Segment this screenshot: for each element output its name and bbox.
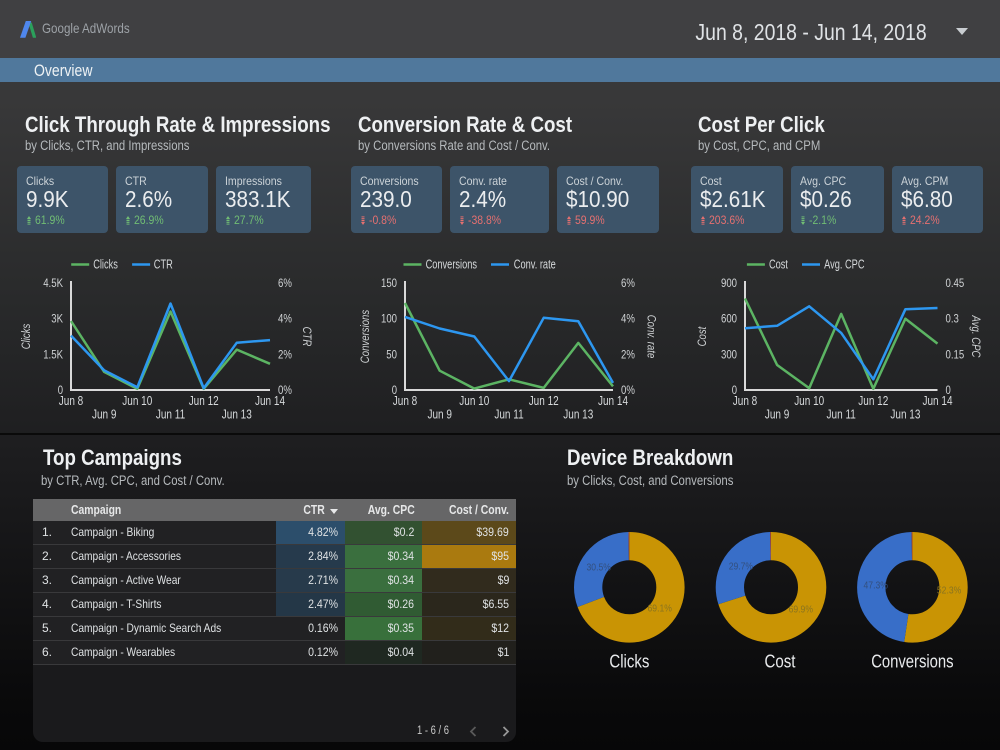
svg-text:Jun 8: Jun 8	[59, 394, 84, 408]
svg-text:0: 0	[58, 383, 64, 397]
svg-text:3K: 3K	[51, 312, 63, 326]
svg-text:Jun 8: Jun 8	[393, 394, 418, 408]
svg-text:Avg. CPC: Avg. CPC	[969, 315, 983, 358]
svg-text:Clicks: Clicks	[609, 651, 649, 671]
svg-text:1.5K: 1.5K	[43, 347, 63, 361]
svg-text:CTR: CTR	[300, 327, 314, 347]
svg-text:4.5K: 4.5K	[43, 276, 63, 290]
svg-text:CTR: CTR	[154, 258, 173, 272]
svg-text:52.3%: 52.3%	[937, 586, 961, 597]
svg-text:6%: 6%	[621, 276, 635, 290]
svg-text:50: 50	[386, 347, 397, 361]
svg-text:0.45: 0.45	[946, 276, 965, 290]
svg-text:Conversions: Conversions	[426, 258, 477, 272]
svg-text:0: 0	[946, 383, 952, 397]
svg-text:Avg. CPC: Avg. CPC	[824, 258, 864, 272]
svg-text:47.3%: 47.3%	[864, 581, 888, 592]
svg-text:0: 0	[732, 383, 738, 397]
svg-text:Jun 11: Jun 11	[156, 407, 185, 421]
svg-text:0.15: 0.15	[946, 347, 965, 361]
svg-text:Jun 12: Jun 12	[189, 394, 219, 408]
svg-text:Jun 14: Jun 14	[923, 394, 953, 408]
svg-text:150: 150	[381, 276, 397, 290]
svg-text:0%: 0%	[278, 383, 292, 397]
svg-text:Jun 10: Jun 10	[122, 394, 152, 408]
svg-text:Jun 10: Jun 10	[794, 394, 824, 408]
svg-text:Jun 14: Jun 14	[255, 394, 285, 408]
svg-text:Jun 13: Jun 13	[563, 407, 593, 421]
svg-text:30.5%: 30.5%	[587, 562, 611, 573]
svg-text:69.1%: 69.1%	[648, 604, 672, 615]
svg-text:Jun 13: Jun 13	[222, 407, 252, 421]
svg-text:69.9%: 69.9%	[789, 604, 813, 615]
svg-text:Cost: Cost	[695, 326, 709, 346]
svg-text:100: 100	[381, 312, 397, 326]
svg-text:Jun 11: Jun 11	[494, 407, 523, 421]
svg-text:Jun 9: Jun 9	[92, 407, 117, 421]
svg-text:0%: 0%	[621, 383, 635, 397]
svg-text:29.7%: 29.7%	[729, 562, 753, 573]
svg-text:900: 900	[721, 276, 737, 290]
svg-text:Jun 13: Jun 13	[890, 407, 920, 421]
svg-text:Jun 12: Jun 12	[529, 394, 559, 408]
svg-text:4%: 4%	[278, 312, 292, 326]
svg-text:Jun 8: Jun 8	[733, 394, 758, 408]
svg-text:0.3: 0.3	[946, 312, 960, 326]
svg-text:Conv. rate: Conv. rate	[514, 258, 556, 272]
svg-text:Clicks: Clicks	[19, 324, 33, 350]
svg-text:4%: 4%	[621, 312, 635, 326]
svg-text:Jun 9: Jun 9	[427, 407, 452, 421]
svg-text:Jun 11: Jun 11	[827, 407, 856, 421]
svg-text:Conversions: Conversions	[358, 310, 372, 363]
svg-text:0: 0	[392, 383, 398, 397]
svg-text:Jun 9: Jun 9	[765, 407, 790, 421]
svg-text:Jun 12: Jun 12	[858, 394, 888, 408]
svg-text:2%: 2%	[278, 347, 292, 361]
svg-text:Conversions: Conversions	[871, 651, 953, 671]
svg-text:Cost: Cost	[765, 651, 796, 671]
svg-text:2%: 2%	[621, 347, 635, 361]
svg-text:Conv. rate: Conv. rate	[645, 315, 659, 359]
svg-text:Jun 14: Jun 14	[598, 394, 628, 408]
svg-text:Clicks: Clicks	[93, 258, 118, 272]
svg-text:600: 600	[721, 312, 737, 326]
svg-text:Jun 10: Jun 10	[459, 394, 489, 408]
svg-text:Cost: Cost	[769, 258, 788, 272]
svg-text:6%: 6%	[278, 276, 292, 290]
svg-text:300: 300	[721, 347, 737, 361]
